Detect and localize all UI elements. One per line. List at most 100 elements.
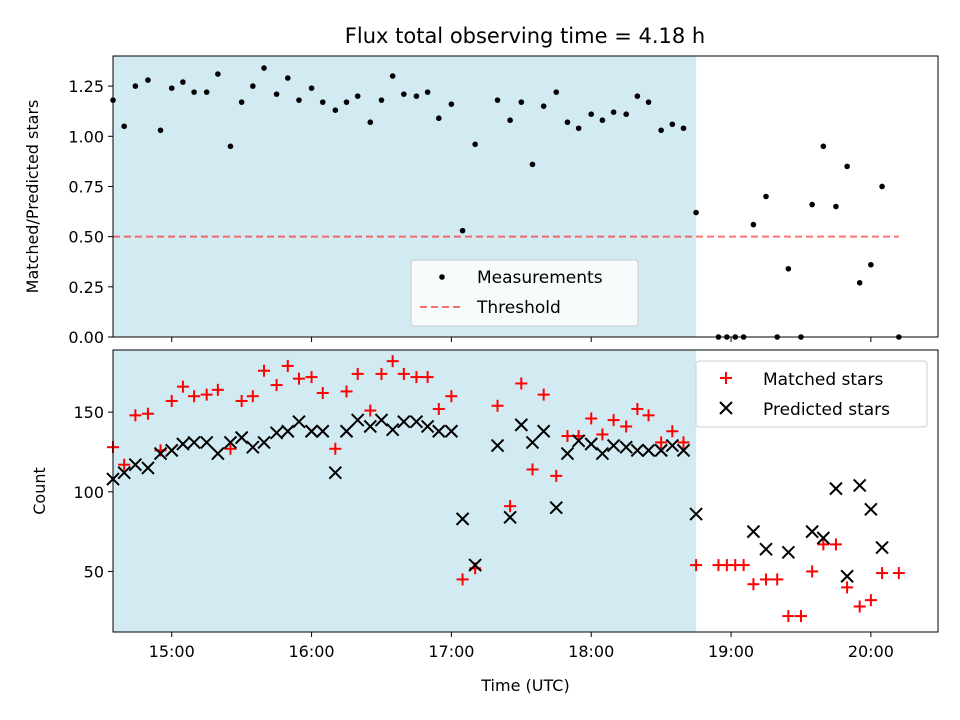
measurement-point: [588, 111, 595, 118]
predicted-star-point-b: [689, 507, 703, 521]
predicted-star-point: [165, 443, 179, 458]
matched-star-point: [550, 469, 563, 482]
measurement-point: [401, 91, 407, 97]
predicted-star-point: [805, 524, 819, 539]
predicted-star-point: [246, 440, 260, 454]
predicted-star-point-b: [805, 524, 819, 539]
matched-star-point: [211, 383, 224, 396]
predicted-star-point-b: [420, 419, 435, 434]
predicted-star-point: [234, 430, 249, 445]
predicted-star-point: [397, 414, 411, 429]
matched-star-point: [760, 573, 773, 586]
predicted-star-point-b: [759, 542, 773, 556]
measurement-point: [273, 91, 280, 97]
matched-star-point: [655, 436, 668, 449]
measurement-point: [332, 107, 339, 113]
predicted-star-point: [630, 443, 645, 458]
matched-star-point: [607, 414, 620, 427]
predicted-star-point: [223, 435, 238, 450]
predicted-star-point-b: [363, 419, 377, 434]
predicted-star-point-b: [560, 446, 575, 461]
predicted-star-point: [560, 446, 575, 461]
ratio-axis-ticks: 0.00 0.25 0.50 0.75 1.00 1.25: [68, 77, 872, 347]
measurement-point: [634, 93, 641, 99]
chart-title: Flux total observing time = 4.18 h: [345, 24, 705, 48]
matched-star-point: [246, 390, 259, 403]
predicted-star-point-b: [257, 435, 271, 450]
measurement-point: [238, 99, 245, 105]
predicted-star-point: [781, 545, 796, 560]
matched-star-point: [515, 377, 528, 390]
matched-star-point: [316, 387, 329, 400]
predicted-star-point-b: [350, 413, 365, 427]
predicted-star-point-b: [211, 446, 225, 461]
matched-star-point: [771, 573, 784, 586]
predicted-star-point: [339, 424, 354, 438]
measurement-point: [284, 75, 291, 81]
predicted-star-point-b: [571, 434, 586, 448]
measurement-point: [367, 119, 374, 126]
predicted-star-point-b: [385, 422, 400, 437]
predicted-star-point-b: [187, 435, 201, 450]
matched-star-points: [107, 355, 905, 623]
legend-matched-marker: [720, 372, 732, 384]
measurement-point: [157, 127, 164, 134]
predicted-star-point-b: [409, 414, 424, 429]
predicted-star-point-b: [816, 531, 831, 545]
predicted-star-point: [840, 569, 854, 583]
ratio-panel: 0.00 0.25 0.50 0.75 1.00 1.25 Matched/Predict…: [23, 55, 939, 347]
matched-star-point: [620, 420, 633, 433]
predicted-star-point-b: [514, 418, 529, 432]
matched-star-point: [794, 610, 807, 623]
ratio-y-axis-label: Matched/Predicted stars: [23, 100, 42, 294]
predicted-star-point-b: [840, 569, 854, 583]
predicted-star-point-b: [304, 424, 319, 438]
matched-star-point: [292, 372, 305, 385]
predicted-star-point: [176, 437, 190, 451]
predicted-star-point: [385, 422, 400, 437]
predicted-star-point: [199, 435, 214, 450]
predicted-star-point: [153, 446, 168, 461]
predicted-star-point-b: [432, 424, 446, 438]
measurement-point: [610, 109, 617, 115]
predicted-star-point-b: [223, 435, 238, 450]
measurement-point: [472, 141, 478, 148]
matched-star-point: [642, 409, 655, 422]
predicted-star-point-b: [875, 540, 889, 555]
matched-star-point: [806, 565, 819, 578]
measurement-point: [575, 125, 582, 132]
ratio-axes-frame: [112, 55, 939, 338]
predicted-star-point: [549, 501, 563, 515]
predicted-star-point: [374, 413, 389, 427]
measurement-point: [833, 203, 839, 210]
measurement-points: [110, 65, 902, 340]
predicted-star-point: [211, 446, 225, 461]
matched-star-point: [188, 390, 201, 403]
matched-star-point: [281, 359, 294, 372]
predicted-star-point: [455, 512, 470, 526]
measurement-point: [844, 163, 850, 170]
predicted-star-point: [187, 435, 201, 450]
observing-window-shade-bottom: [113, 350, 697, 632]
predicted-star-point-b: [292, 414, 306, 429]
matched-star-point: [817, 538, 830, 551]
matched-star-point: [829, 538, 842, 551]
predicted-star-point: [350, 413, 365, 427]
count-xtick-label: 16:00: [289, 642, 335, 661]
predicted-star-point: [525, 435, 540, 450]
x-axis-label: Time (UTC): [480, 676, 569, 695]
matched-star-point: [504, 500, 517, 513]
predicted-star-point-b: [444, 424, 459, 438]
measurement-point: [319, 99, 326, 105]
predicted-star-point: [420, 419, 435, 434]
matched-star-point: [853, 600, 866, 613]
predicted-star-point-b: [128, 458, 143, 472]
predicted-star-point-b: [852, 478, 867, 493]
measurement-point: [215, 71, 221, 77]
predicted-star-point-b: [269, 426, 284, 440]
count-ytick-label: 150: [73, 403, 104, 422]
predicted-star-point: [641, 443, 656, 458]
measurement-point: [507, 117, 513, 124]
predicted-star-point: [595, 446, 610, 461]
predicted-star-point-b: [246, 440, 260, 454]
